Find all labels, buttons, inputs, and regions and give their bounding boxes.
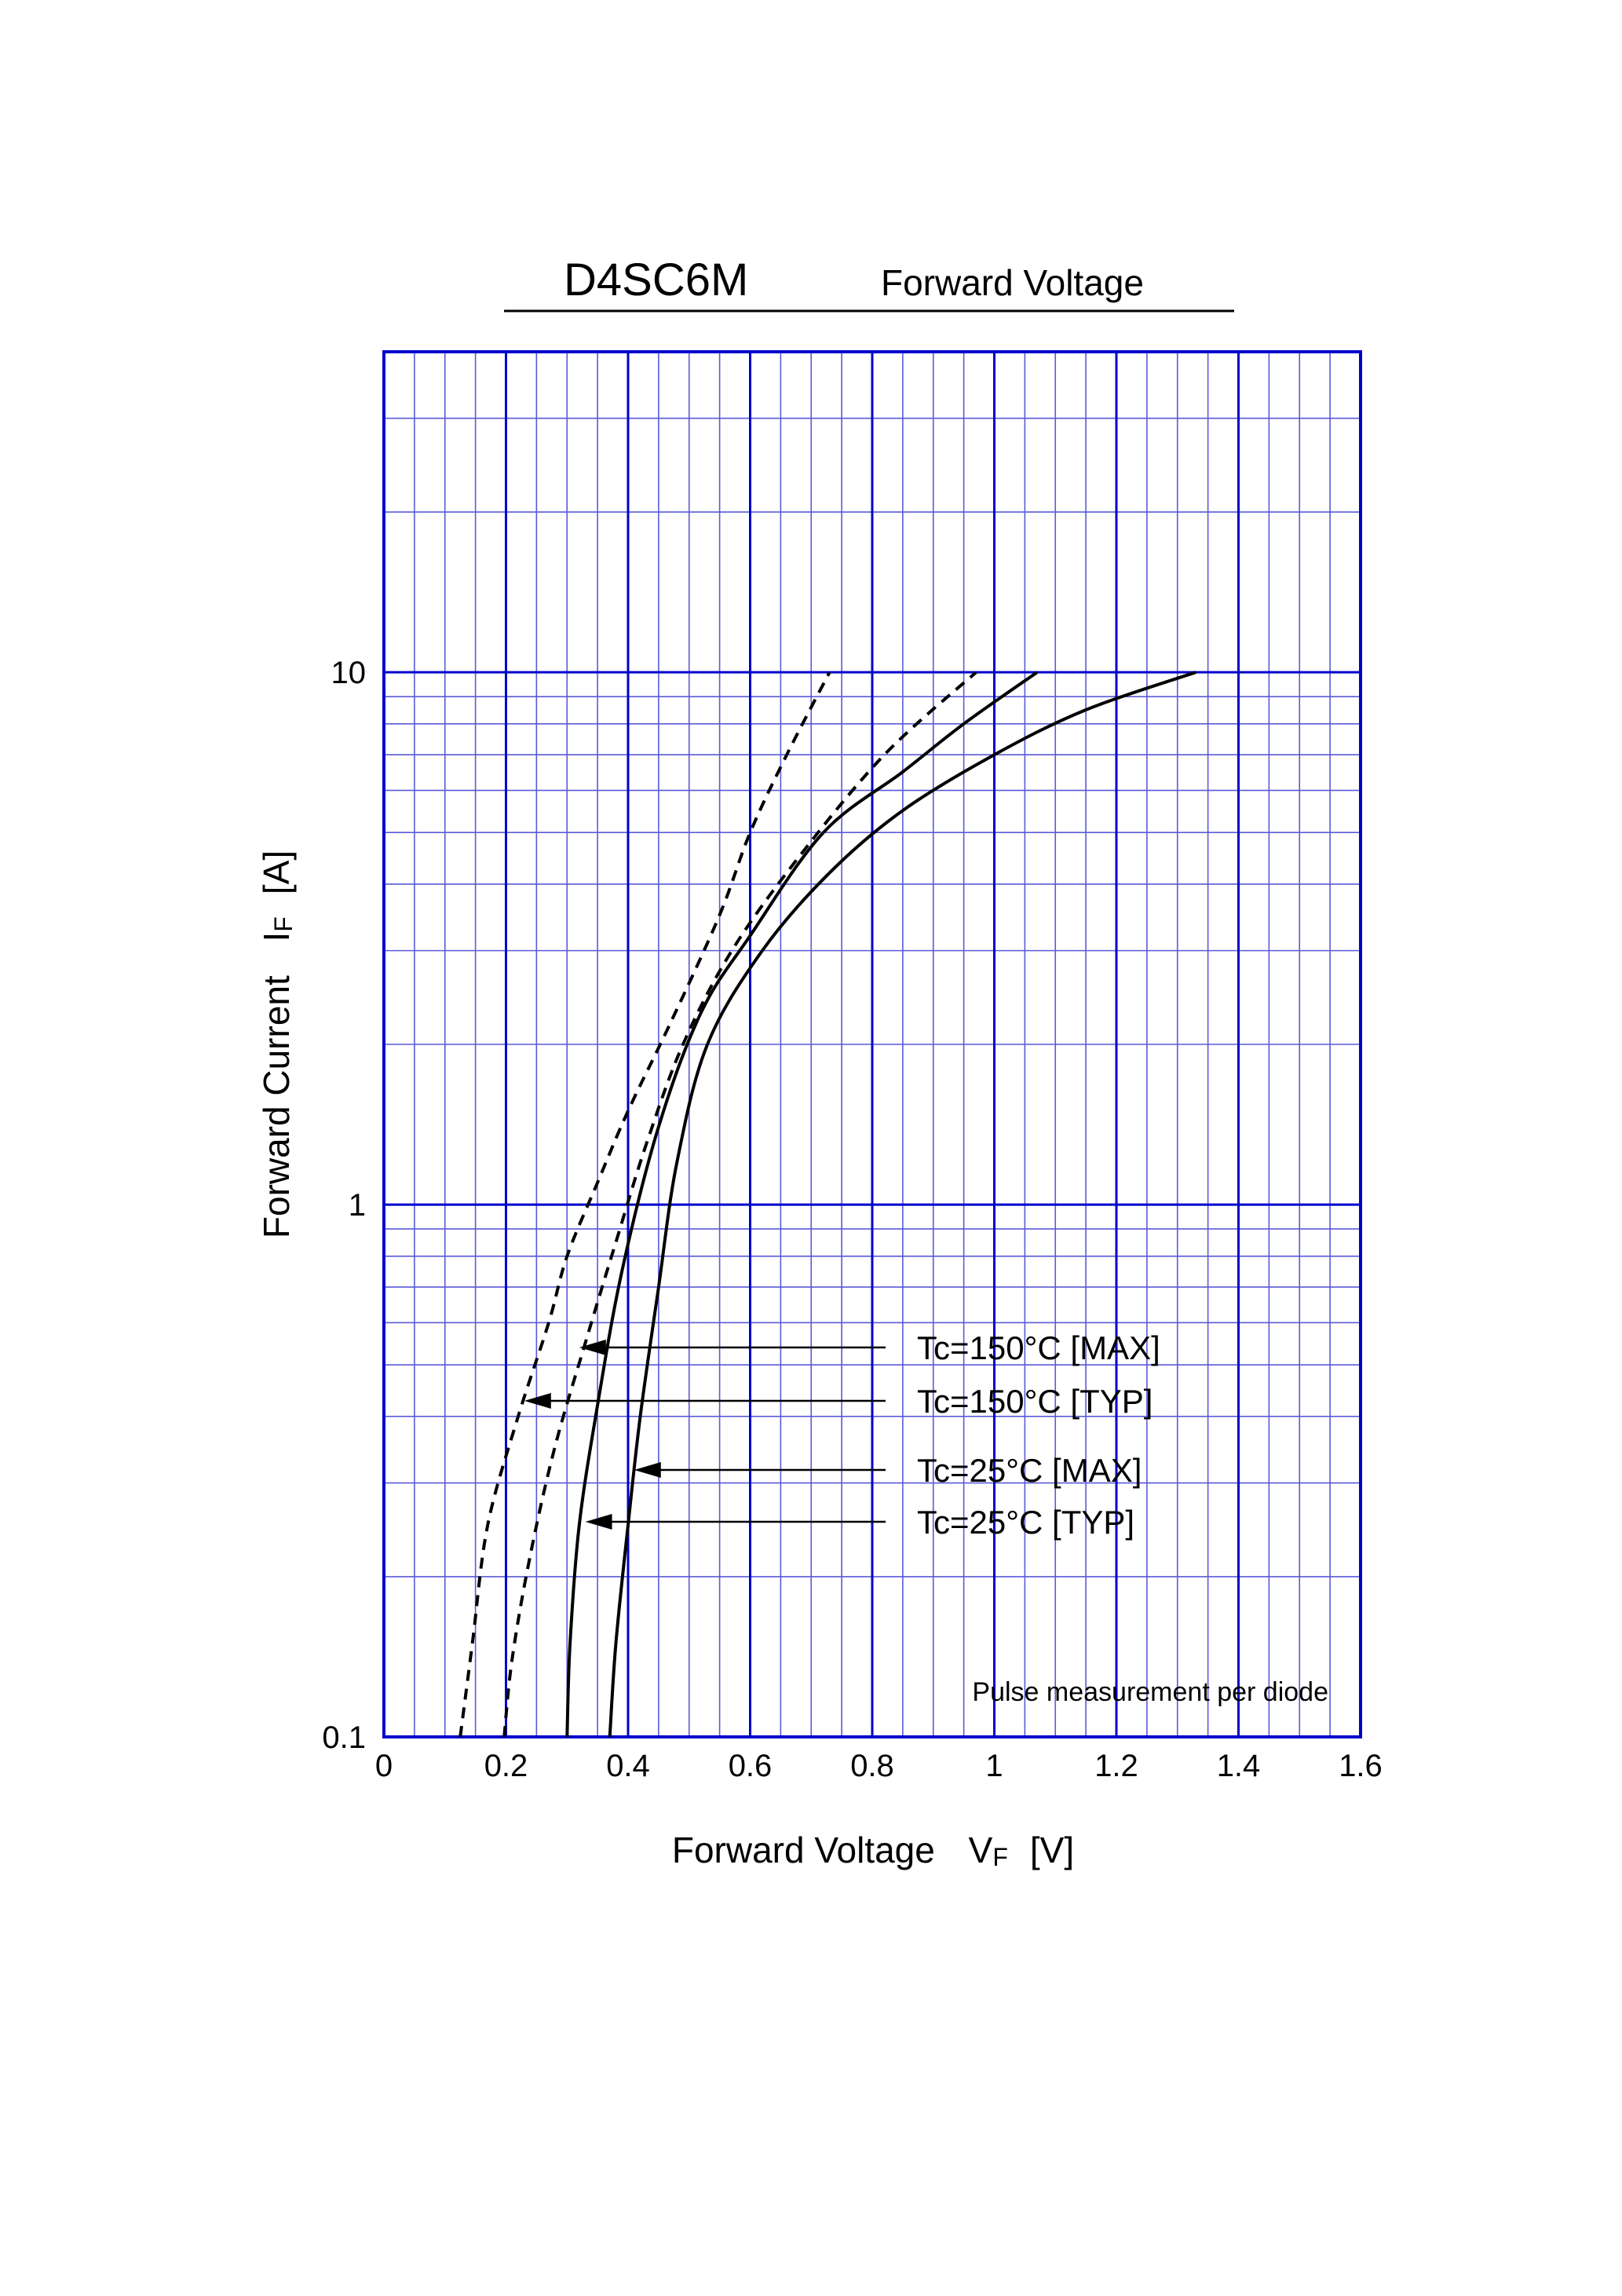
legend-arrowhead-tc-25-c-typ — [585, 1514, 612, 1530]
legend-arrowhead-tc-25-c-max — [634, 1462, 661, 1478]
legend-label-tc-150-c-typ: Tc=150°C [TYP] — [917, 1383, 1153, 1420]
y-tick-label: 10 — [331, 656, 367, 690]
legend-arrowhead-tc-150-c-max — [579, 1340, 606, 1355]
series-line-tc-25-c-typ — [565, 671, 1039, 1738]
y-axis-label-text: Forward Current — [256, 975, 297, 1238]
x-tick-label: 0.2 — [484, 1749, 528, 1783]
y-axis-label: Forward Current IF [A] — [256, 850, 298, 1238]
legend-label-tc-150-c-max: Tc=150°C [MAX] — [917, 1329, 1160, 1366]
y-tick-label: 1 — [349, 1188, 366, 1223]
x-tick-label: 0.6 — [729, 1749, 773, 1783]
x-tick-labels: 0 0.2 0.4 0.6 0.8 1 1.2 1.4 1.6 — [375, 1749, 1383, 1783]
legend-annotations: Tc=150°C [MAX] Tc=150°C [TYP] Tc=25°C [MAX… — [524, 1329, 1160, 1541]
x-tick-label: 1.4 — [1217, 1749, 1261, 1783]
y-axis-label-unit: [A] — [256, 850, 297, 894]
x-axis-label: Forward Voltage VF [V] — [672, 1830, 1074, 1871]
grid-minor-lines — [384, 352, 1361, 1737]
x-tick-label: 1.6 — [1339, 1749, 1383, 1783]
x-axis-label-symbol: V — [969, 1830, 993, 1870]
x-axis-label-unit: [V] — [1030, 1830, 1074, 1870]
x-tick-label: 1.2 — [1094, 1749, 1138, 1783]
x-tick-label: 0.8 — [850, 1749, 894, 1783]
plot-frame — [382, 350, 1362, 1738]
legend-label-tc-25-c-max: Tc=25°C [MAX] — [917, 1452, 1142, 1489]
chart-title: D4SC6M — [564, 254, 748, 305]
y-axis-label-symbol: I — [256, 932, 297, 942]
x-tick-label: 0.4 — [606, 1749, 650, 1783]
chart-subtitle: Forward Voltage — [881, 262, 1144, 303]
series-line-tc-150-c-max — [458, 671, 831, 1738]
x-axis-label-text: Forward Voltage — [672, 1830, 935, 1870]
series-line-tc-150-c-typ — [502, 671, 977, 1738]
legend-label-tc-25-c-typ: Tc=25°C [TYP] — [917, 1504, 1134, 1541]
grid-major-lines — [384, 352, 1361, 1737]
y-axis-label-sub: F — [269, 916, 298, 932]
x-axis-label-sub: F — [992, 1843, 1008, 1871]
series-line-tc-25-c-max — [608, 671, 1196, 1738]
series-curves — [458, 671, 1196, 1738]
x-tick-label: 1 — [985, 1749, 1003, 1783]
legend-arrowhead-tc-150-c-typ — [524, 1393, 551, 1409]
y-tick-labels: 0.1 1 10 — [322, 656, 366, 1755]
x-tick-label: 0 — [375, 1749, 393, 1783]
y-tick-label: 0.1 — [322, 1720, 366, 1755]
pulse-note: Pulse measurement per diode — [972, 1677, 1328, 1707]
